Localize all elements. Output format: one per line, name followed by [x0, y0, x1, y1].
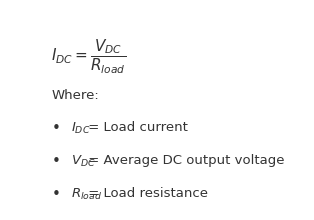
Text: $R_{load}$: $R_{load}$ [71, 187, 102, 202]
Text: Where:: Where: [51, 89, 99, 102]
Text: $V_{DC}$: $V_{DC}$ [71, 154, 95, 169]
Text: = Load resistance: = Load resistance [84, 187, 208, 200]
Text: $I_{DC} = \dfrac{V_{DC}}{R_{load}}$: $I_{DC} = \dfrac{V_{DC}}{R_{load}}$ [51, 38, 127, 76]
Text: $I_{DC}$: $I_{DC}$ [71, 121, 90, 136]
Text: •: • [52, 154, 61, 169]
Text: •: • [52, 187, 61, 202]
Text: = Average DC output voltage: = Average DC output voltage [84, 154, 285, 167]
Text: •: • [52, 121, 61, 136]
Text: = Load current: = Load current [84, 121, 188, 134]
